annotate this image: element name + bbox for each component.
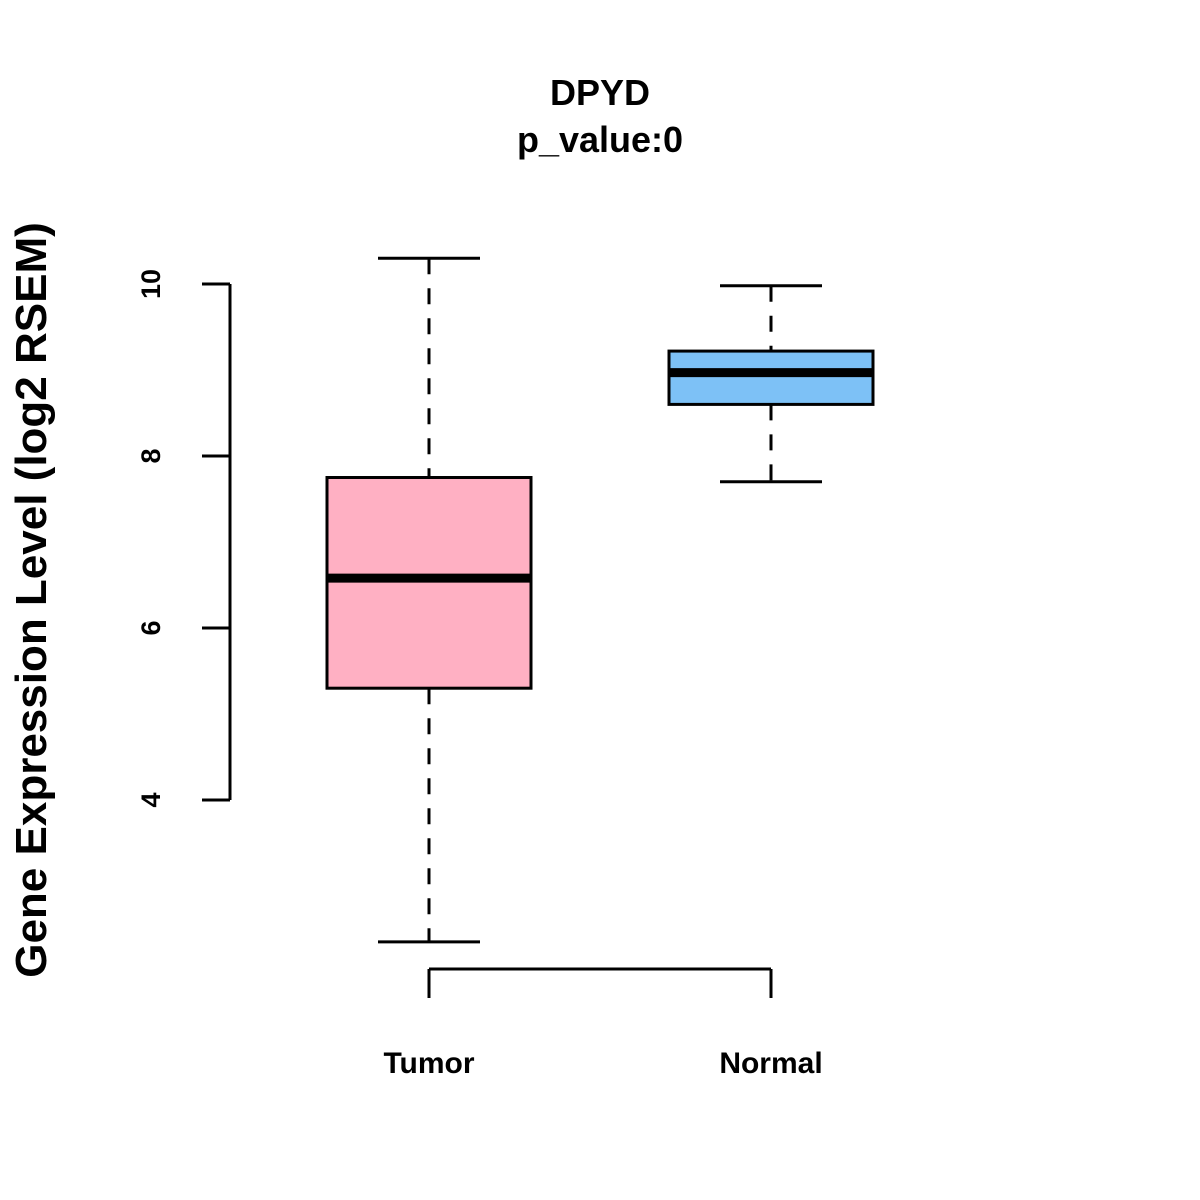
y-tick-label: 8 [136,448,166,463]
y-axis-label: Gene Expression Level (log2 RSEM) [7,222,56,978]
x-axis: Tumor Normal [383,967,823,1080]
box-normal [667,284,875,484]
y-tick-label: 4 [136,792,166,807]
y-axis: 4 6 8 10 [136,269,232,808]
iqr-box [667,349,875,406]
boxes-group [325,256,875,944]
y-tick-label: 6 [136,620,166,635]
y-tick-label: 10 [136,269,166,299]
x-tick-label: Normal [719,1047,822,1080]
chart-title: DPYD [550,72,650,113]
chart-subtitle: p_value:0 [517,119,683,160]
box-tumor [325,256,533,944]
x-tick-label: Tumor [383,1047,474,1080]
iqr-box [325,476,533,690]
